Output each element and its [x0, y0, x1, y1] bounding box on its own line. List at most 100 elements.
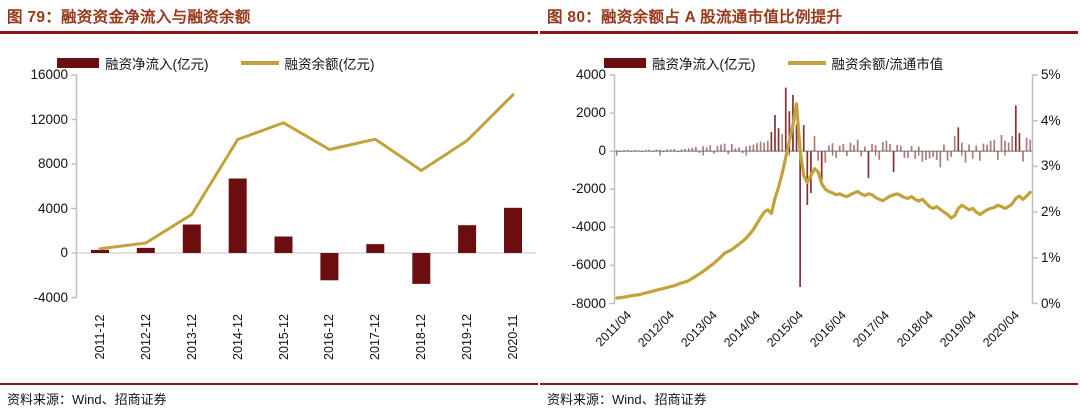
net-inflow-bar [889, 143, 891, 152]
legend-item-ratio: 融资余额/流通市值 [787, 53, 944, 73]
figure-80-legend: 融资净流入(亿元) 融资余额/流通市值 [604, 53, 943, 73]
net-inflow-bar [881, 142, 884, 152]
net-inflow-bar [651, 151, 654, 152]
legend-label: 融资净流入(亿元) [652, 57, 756, 72]
net-inflow-bar [993, 139, 996, 152]
figure-79-plot-area [71, 74, 536, 299]
net-inflow-bar [824, 151, 827, 163]
net-inflow-bar [968, 144, 970, 152]
net-inflow-bar [896, 144, 899, 152]
net-inflow-bar [644, 150, 647, 152]
net-inflow-bar [828, 145, 830, 152]
net-inflow-bar [623, 150, 625, 152]
net-inflow-bar [662, 151, 665, 153]
legend-label: 融资余额/流通市值 [831, 57, 944, 72]
net-inflow-bar [820, 151, 823, 186]
net-inflow-bar [734, 148, 737, 152]
net-inflow-bar [320, 253, 339, 281]
net-inflow-bar [366, 244, 385, 253]
net-inflow-bar [1011, 135, 1014, 152]
net-inflow-bar [892, 151, 895, 173]
net-inflow-bar [228, 178, 247, 253]
net-inflow-bar [641, 151, 643, 152]
net-inflow-bar [615, 150, 618, 152]
net-inflow-bar [964, 151, 967, 163]
source-rule [0, 383, 538, 385]
net-inflow-bar [917, 146, 920, 152]
net-inflow-bar [910, 145, 913, 152]
net-inflow-bar [961, 142, 963, 152]
net-inflow-bar [925, 151, 927, 160]
net-inflow-bar [637, 150, 640, 152]
net-inflow-bar [504, 207, 522, 253]
net-inflow-bar [989, 140, 992, 152]
net-inflow-bar [756, 143, 758, 152]
net-inflow-bar [745, 146, 748, 152]
net-inflow-bar [136, 247, 155, 253]
net-inflow-bar [867, 151, 870, 178]
bar-swatch [57, 58, 99, 68]
net-inflow-bar [899, 145, 902, 152]
net-inflow-bar [684, 148, 686, 152]
net-inflow-bar [935, 151, 938, 160]
net-inflow-bar [1004, 140, 1006, 152]
net-inflow-bar [633, 150, 636, 152]
line-swatch [787, 61, 826, 65]
source-rule [540, 383, 1078, 385]
net-inflow-bar [784, 87, 787, 152]
source-note: 资料来源：Wind、招商证券 [7, 392, 167, 407]
net-inflow-bar [799, 151, 801, 287]
ratio-line [615, 102, 1032, 300]
net-inflow-bar [975, 145, 978, 152]
net-inflow-bar [716, 145, 719, 152]
net-inflow-bar [1018, 133, 1021, 152]
net-inflow-bar [946, 151, 949, 161]
net-inflow-bar [849, 142, 852, 152]
figure-80-title: 图 80：融资余额占 A 股流通市值比例提升 [547, 9, 843, 26]
net-inflow-bar [863, 146, 866, 152]
net-inflow-bar [1000, 135, 1003, 152]
net-inflow-bar [458, 225, 477, 253]
net-inflow-bar [802, 125, 805, 152]
net-inflow-bar [777, 128, 780, 152]
net-inflow-bar [274, 236, 293, 253]
net-inflow-bar [626, 149, 629, 152]
bar-swatch [604, 58, 646, 68]
net-inflow-bar [752, 144, 755, 152]
net-inflow-bar [971, 151, 974, 159]
net-inflow-bar [921, 151, 924, 162]
net-inflow-bar [630, 151, 633, 152]
figure-80-plot-area [609, 74, 1038, 305]
legend-label: 融资净流入(亿元) [105, 57, 209, 72]
net-inflow-bar [727, 151, 730, 155]
net-inflow-bar [1025, 137, 1028, 152]
net-inflow-bar [856, 139, 859, 152]
title-rule [0, 31, 538, 34]
net-inflow-bar [713, 151, 715, 154]
net-inflow-bar [705, 147, 708, 152]
net-inflow-bar [979, 151, 981, 161]
net-inflow-bar [878, 151, 881, 160]
net-inflow-bar [738, 147, 740, 152]
net-inflow-bar [1029, 139, 1032, 152]
legend-label: 融资余额(亿元) [284, 57, 375, 72]
net-inflow-bar [831, 143, 834, 152]
net-inflow-bar [619, 151, 622, 152]
net-inflow-bar [997, 151, 999, 160]
balance-line [98, 93, 515, 251]
net-inflow-bar [412, 253, 431, 284]
net-inflow-bar [932, 151, 934, 157]
net-inflow-bar [666, 149, 668, 152]
net-inflow-bar [770, 132, 773, 152]
net-inflow-bar [957, 127, 960, 152]
net-inflow-bar [766, 140, 769, 152]
net-inflow-bar [885, 140, 888, 152]
figure-79-legend: 融资净流入(亿元) 融资余额(亿元) [57, 53, 375, 73]
net-inflow-bar [1007, 142, 1010, 152]
panel-figure-79: 图 79：融资资金净流入与融资余额 融资净流入(亿元) 融资余额(亿元) 160… [0, 9, 538, 407]
net-inflow-bar [1022, 151, 1024, 162]
net-inflow-bar [953, 135, 956, 152]
net-inflow-bar [813, 135, 816, 152]
net-inflow-bar [860, 151, 863, 157]
